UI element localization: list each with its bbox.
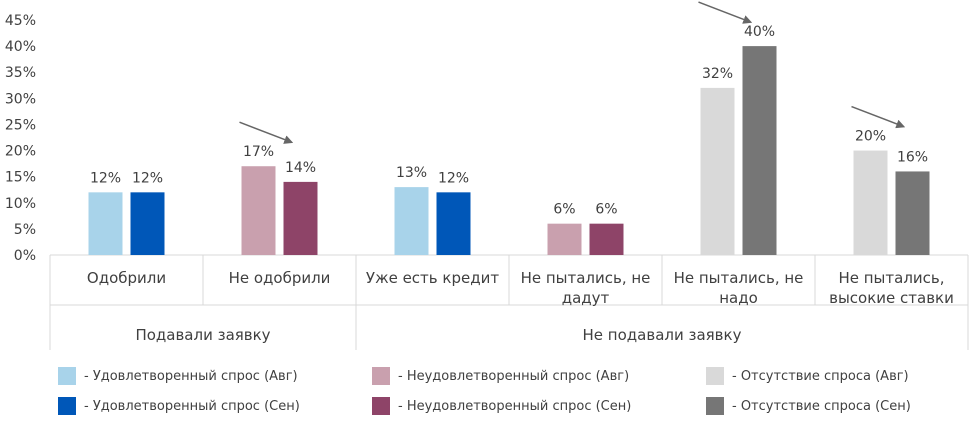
- category-label: дадут: [562, 289, 610, 307]
- legend-item: - Отсутствие спроса (Авг): [706, 366, 909, 386]
- legend-swatch: [706, 397, 724, 415]
- y-tick-label: 40%: [5, 39, 36, 55]
- data-label: 13%: [396, 165, 427, 181]
- category-label: Одобрили: [87, 269, 166, 287]
- legend-label: - Отсутствие спроса (Авг): [732, 368, 909, 384]
- group-label: Подавали заявку: [135, 326, 270, 344]
- trend-arrow: [239, 121, 294, 144]
- legend-swatch: [706, 367, 724, 385]
- y-tick-label: 20%: [5, 144, 36, 160]
- data-label: 12%: [438, 170, 469, 186]
- trend-arrow: [698, 1, 753, 24]
- bar: [436, 192, 471, 255]
- category-label: Не пытались, не: [521, 269, 651, 287]
- data-label: 6%: [595, 202, 617, 218]
- data-label: 40%: [744, 24, 775, 40]
- y-tick-label: 10%: [5, 196, 36, 212]
- category-label: высокие ставки: [829, 289, 954, 307]
- legend-label: - Отсутствие спроса (Сен): [732, 398, 911, 414]
- data-label: 6%: [553, 202, 575, 218]
- legend-label: - Неудовлетворенный спрос (Сен): [398, 398, 632, 414]
- legend-swatch: [372, 397, 390, 415]
- data-label: 20%: [855, 129, 886, 145]
- legend-item: - Удовлетворенный спрос (Сен): [58, 396, 300, 416]
- data-label: 12%: [90, 170, 121, 186]
- bar: [283, 181, 318, 255]
- legend-swatch: [58, 397, 76, 415]
- trend-arrow: [851, 105, 906, 129]
- legend-label: - Удовлетворенный спрос (Сен): [84, 398, 300, 414]
- data-label: 14%: [285, 160, 316, 176]
- data-label: 17%: [243, 144, 274, 160]
- y-tick-label: 35%: [5, 65, 36, 81]
- legend-label: - Неудовлетворенный спрос (Авг): [398, 368, 630, 384]
- y-tick-label: 25%: [5, 117, 36, 133]
- category-label: надо: [719, 289, 758, 307]
- bar: [742, 46, 777, 255]
- y-tick-label: 30%: [5, 91, 36, 107]
- data-label: 32%: [702, 66, 733, 82]
- bar: [589, 223, 624, 255]
- bar: [88, 192, 123, 255]
- legend-swatch: [372, 367, 390, 385]
- legend-swatch: [58, 367, 76, 385]
- chart-legend: - Удовлетворенный спрос (Авг) - Неудовлет…: [58, 366, 958, 422]
- y-tick-label: 0%: [14, 248, 36, 264]
- category-label: Не пытались, не: [674, 269, 804, 287]
- y-tick-label: 45%: [5, 13, 36, 29]
- bar: [394, 187, 429, 255]
- bar: [547, 223, 582, 255]
- category-label: Не одобрили: [229, 269, 331, 287]
- legend-item: - Отсутствие спроса (Сен): [706, 396, 911, 416]
- bar: [241, 166, 276, 255]
- legend-item: - Неудовлетворенный спрос (Сен): [372, 396, 631, 416]
- bar: [700, 87, 735, 255]
- legend-item: - Неудовлетворенный спрос (Авг): [372, 366, 629, 386]
- category-label: Не пытались,: [838, 269, 944, 287]
- group-label: Не подавали заявку: [583, 326, 742, 344]
- bar: [130, 192, 165, 255]
- legend-item: - Удовлетворенный спрос (Авг): [58, 366, 298, 386]
- data-label: 16%: [897, 149, 928, 165]
- data-label: 12%: [132, 170, 163, 186]
- bar: [853, 150, 888, 255]
- y-tick-label: 15%: [5, 170, 36, 186]
- bar: [895, 171, 930, 255]
- category-label: Уже есть кредит: [366, 269, 499, 287]
- legend-label: - Удовлетворенный спрос (Авг): [84, 368, 298, 384]
- y-tick-label: 5%: [14, 222, 36, 238]
